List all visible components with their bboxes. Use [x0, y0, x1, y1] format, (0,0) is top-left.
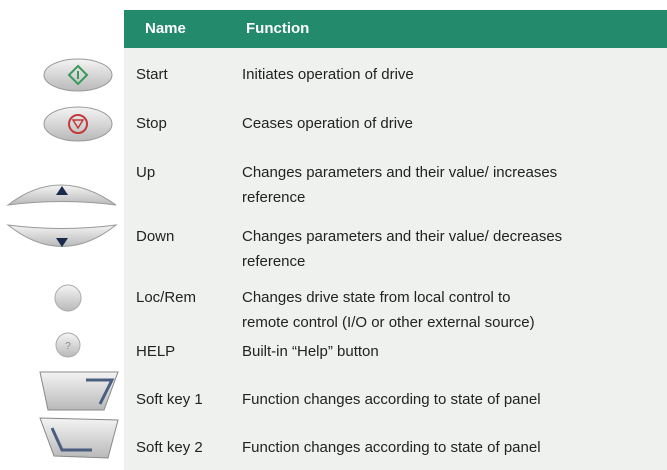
- row-function: Initiates operation of drive: [242, 66, 414, 83]
- row-function: reference: [242, 189, 306, 206]
- row-function: Function changes according to state of p…: [242, 439, 541, 456]
- row-name: Stop: [136, 115, 167, 132]
- row-name: Down: [136, 228, 175, 245]
- button-icons: ?: [6, 58, 119, 459]
- start-button: [43, 58, 113, 92]
- row-name: Loc/Rem: [136, 289, 197, 306]
- row-name: Soft key 1: [136, 391, 203, 408]
- table-header: Name Function: [124, 10, 667, 48]
- row-function: Changes parameters and their value/ decr…: [242, 228, 563, 245]
- up-button: [6, 184, 117, 206]
- row-name: Start: [136, 66, 168, 83]
- row-function: remote control (I/O or other external so…: [242, 314, 535, 331]
- header-cell: Function: [246, 20, 310, 37]
- down-button: [6, 224, 118, 247]
- row-function: Changes drive state from local control t…: [242, 289, 511, 306]
- row-name: Up: [136, 164, 156, 181]
- header-cell: Name: [145, 20, 186, 37]
- row-function: Changes parameters and their value/ incr…: [242, 164, 558, 181]
- table: Name Function Start Initiates operation o…: [124, 10, 667, 470]
- row-function: Built-in “Help” button: [242, 343, 379, 360]
- row-name: HELP: [136, 343, 176, 360]
- loc-rem-button: [54, 284, 82, 312]
- svg-text:?: ?: [65, 341, 71, 352]
- stop-button: [43, 106, 113, 142]
- row-function: reference: [242, 253, 306, 270]
- help-button: ?: [55, 332, 81, 358]
- row-function: Function changes according to state of p…: [242, 391, 541, 408]
- soft-key-1: [39, 371, 119, 411]
- row-name: Soft key 2: [136, 439, 203, 456]
- row-function: Ceases operation of drive: [242, 115, 413, 132]
- soft-key-2: [39, 417, 119, 459]
